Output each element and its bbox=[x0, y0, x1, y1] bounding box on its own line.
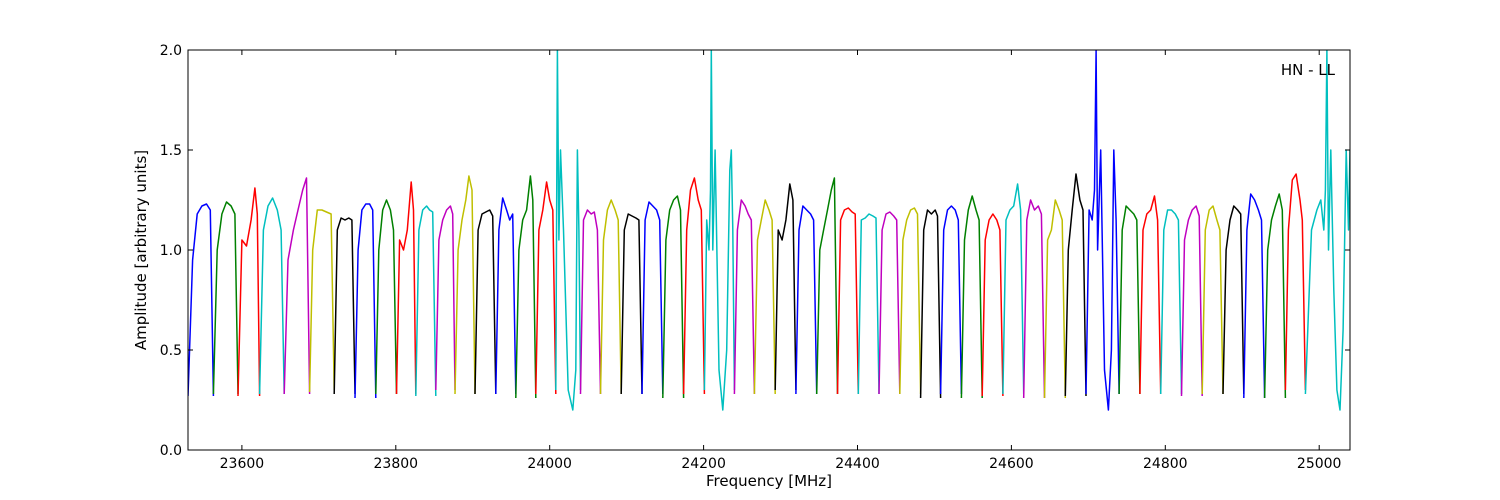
series-line bbox=[641, 201, 664, 395]
series-line bbox=[1284, 173, 1307, 391]
series-line bbox=[733, 199, 756, 395]
series-line bbox=[1064, 173, 1087, 397]
series-line bbox=[555, 50, 582, 411]
series-line bbox=[1085, 50, 1120, 411]
series-line bbox=[1118, 205, 1141, 395]
y-tick-label: 1.0 bbox=[160, 243, 182, 259]
x-axis-label: Frequency [MHz] bbox=[706, 472, 832, 490]
series-line bbox=[899, 207, 922, 395]
series-line bbox=[354, 203, 377, 399]
series-line bbox=[981, 213, 1004, 397]
series-layer bbox=[188, 50, 1350, 411]
series-line bbox=[939, 205, 963, 395]
series-line bbox=[682, 177, 706, 395]
series-line bbox=[1222, 205, 1245, 395]
x-tick-label: 24400 bbox=[835, 456, 880, 472]
series-line bbox=[960, 195, 983, 399]
series-line bbox=[415, 205, 437, 397]
tick-layer: 23600 23800 24000 24200 24400 24600 24800 25000… bbox=[160, 43, 1350, 472]
series-line bbox=[620, 213, 643, 395]
x-tick-label: 24200 bbox=[681, 456, 726, 472]
series-line bbox=[515, 175, 537, 399]
series-line bbox=[1043, 199, 1067, 399]
series-line bbox=[919, 209, 942, 399]
series-line bbox=[1263, 193, 1287, 399]
series-line bbox=[703, 50, 736, 411]
series-line bbox=[188, 203, 215, 397]
series-line bbox=[212, 201, 239, 395]
series-line bbox=[599, 199, 622, 395]
series-line bbox=[283, 177, 311, 395]
y-tick-label: 0.0 bbox=[160, 443, 182, 459]
series-line bbox=[753, 199, 776, 395]
series-line bbox=[1159, 209, 1183, 395]
series-line bbox=[333, 217, 356, 395]
annotation-label: HN - LL bbox=[1281, 61, 1336, 79]
series-line bbox=[857, 213, 880, 395]
series-line bbox=[375, 199, 398, 395]
series-line bbox=[435, 205, 456, 391]
x-tick-label: 24600 bbox=[989, 456, 1034, 472]
x-tick-label: 24800 bbox=[1143, 456, 1188, 472]
series-line bbox=[836, 207, 860, 395]
y-axis-label: Amplitude [arbitrary units] bbox=[132, 150, 150, 350]
series-line bbox=[662, 195, 685, 399]
series-line bbox=[1304, 50, 1350, 411]
series-line bbox=[1201, 205, 1224, 395]
series-line bbox=[774, 183, 797, 391]
series-line bbox=[1022, 199, 1046, 399]
x-tick-label: 24000 bbox=[527, 456, 572, 472]
series-line bbox=[237, 187, 261, 397]
x-tick-label: 23800 bbox=[374, 456, 419, 472]
series-line bbox=[1002, 183, 1025, 395]
series-line bbox=[258, 197, 285, 395]
series-line bbox=[878, 211, 901, 395]
series-line bbox=[1243, 193, 1266, 399]
series-line bbox=[815, 177, 839, 395]
series-line bbox=[579, 209, 602, 395]
plot-frame bbox=[187, 49, 1351, 451]
series-line bbox=[395, 181, 417, 395]
y-tick-label: 2.0 bbox=[160, 43, 182, 59]
series-line bbox=[308, 209, 335, 393]
series-line bbox=[454, 175, 476, 395]
series-line bbox=[495, 197, 517, 395]
y-tick-label: 1.5 bbox=[160, 143, 182, 159]
series-line bbox=[795, 205, 818, 395]
x-tick-label: 23600 bbox=[220, 456, 265, 472]
series-line bbox=[1139, 195, 1162, 395]
series-line bbox=[474, 209, 497, 395]
y-tick-label: 0.5 bbox=[160, 343, 182, 359]
x-tick-label: 25000 bbox=[1297, 456, 1342, 472]
series-line bbox=[1180, 205, 1203, 397]
series-line bbox=[535, 181, 557, 395]
